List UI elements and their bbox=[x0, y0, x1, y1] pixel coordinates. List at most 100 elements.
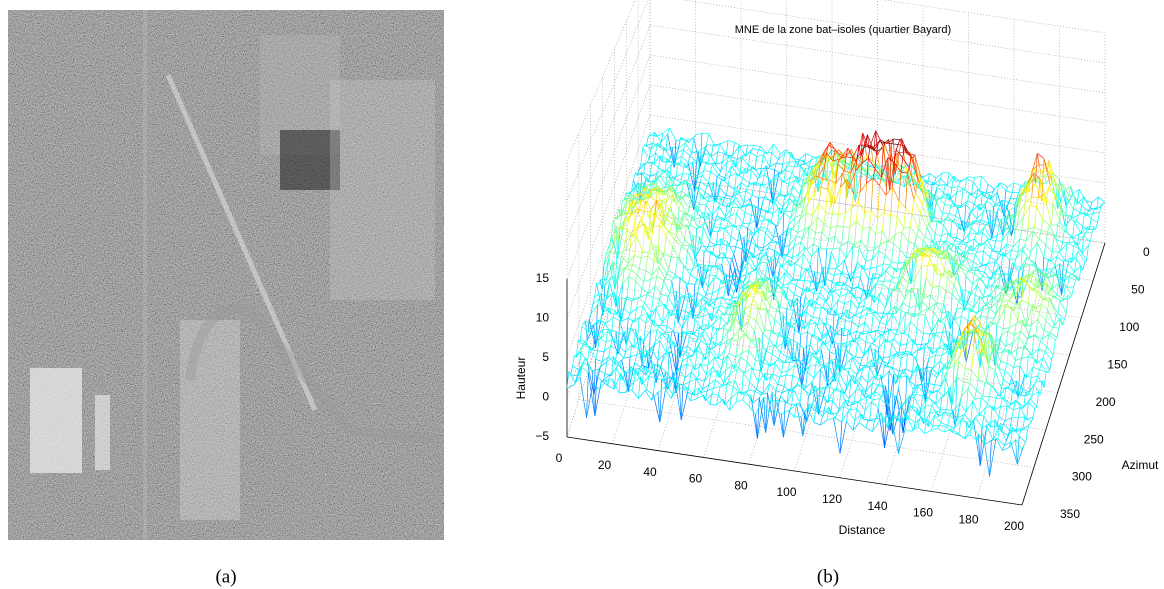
mesh-line bbox=[980, 314, 988, 319]
mesh-line bbox=[921, 333, 924, 345]
mesh-line bbox=[1091, 226, 1095, 233]
mesh-line bbox=[650, 297, 654, 313]
mesh-line bbox=[793, 199, 797, 207]
mesh-line bbox=[686, 315, 689, 333]
mesh-line bbox=[902, 176, 905, 187]
mesh-line bbox=[680, 173, 683, 183]
mesh-line bbox=[883, 195, 887, 213]
mesh-line bbox=[675, 223, 679, 236]
mesh-line bbox=[909, 226, 917, 237]
mesh-line bbox=[781, 253, 788, 256]
mesh-line bbox=[667, 296, 675, 309]
mesh-line bbox=[937, 241, 941, 252]
mesh-line bbox=[821, 330, 829, 338]
mesh-line bbox=[765, 210, 769, 214]
mesh-line bbox=[836, 214, 840, 226]
mesh-line bbox=[601, 265, 605, 291]
mesh-line bbox=[962, 232, 970, 242]
mesh-line bbox=[868, 145, 871, 159]
mesh-line bbox=[685, 250, 688, 269]
mesh-line bbox=[801, 203, 809, 216]
mesh-line bbox=[732, 275, 740, 278]
mesh-line bbox=[755, 213, 759, 221]
mesh-line bbox=[1069, 215, 1072, 219]
mesh-line bbox=[779, 332, 787, 342]
mesh-line bbox=[771, 195, 779, 203]
mesh-line bbox=[927, 366, 934, 369]
mesh-line bbox=[790, 152, 794, 159]
mesh-line bbox=[881, 312, 884, 319]
mesh-line bbox=[782, 314, 786, 350]
mesh-line bbox=[728, 279, 737, 288]
mesh-line bbox=[959, 204, 966, 209]
mesh-line bbox=[989, 249, 993, 258]
mesh-line bbox=[860, 134, 868, 157]
mesh-line bbox=[751, 252, 754, 259]
mesh-line bbox=[728, 155, 732, 158]
mesh-line bbox=[811, 243, 814, 258]
mesh-line bbox=[908, 178, 912, 186]
mesh-line bbox=[1052, 325, 1055, 328]
mesh-line bbox=[609, 236, 612, 245]
mesh-line bbox=[1055, 313, 1059, 316]
mesh-line bbox=[742, 178, 750, 184]
mesh-line bbox=[789, 197, 797, 207]
mesh-line bbox=[856, 247, 860, 263]
mesh-line bbox=[687, 183, 691, 197]
mesh-line bbox=[819, 231, 823, 249]
mesh-line bbox=[1013, 206, 1017, 221]
mesh-line bbox=[983, 243, 986, 252]
mesh-line bbox=[652, 132, 656, 144]
mesh-line bbox=[819, 157, 823, 165]
mesh-line bbox=[854, 239, 862, 246]
mesh-line bbox=[1057, 300, 1061, 314]
mesh-line bbox=[668, 178, 671, 187]
mesh-line bbox=[714, 238, 722, 246]
mesh-line bbox=[884, 212, 891, 217]
mesh-line bbox=[1024, 190, 1027, 193]
mesh-line bbox=[990, 234, 998, 240]
mesh-line bbox=[822, 178, 830, 181]
mesh-line bbox=[683, 265, 686, 269]
mesh-line bbox=[954, 315, 962, 320]
mesh-line bbox=[624, 266, 627, 269]
mesh-line bbox=[715, 196, 719, 202]
mesh-line bbox=[704, 265, 708, 273]
mesh-line bbox=[885, 338, 888, 343]
mesh-line bbox=[668, 206, 671, 210]
mesh-line bbox=[777, 207, 780, 227]
mesh-line bbox=[860, 290, 864, 298]
mesh-line bbox=[785, 206, 788, 212]
mesh-line bbox=[959, 180, 963, 183]
mesh-line bbox=[782, 153, 786, 165]
mesh-line bbox=[657, 225, 660, 264]
mesh-line bbox=[720, 279, 728, 283]
mesh-line bbox=[834, 333, 838, 336]
mesh-line bbox=[813, 322, 817, 338]
mesh-line bbox=[1065, 263, 1069, 272]
mesh-line bbox=[1007, 182, 1015, 188]
mesh-line bbox=[748, 280, 756, 285]
mesh-line bbox=[783, 335, 791, 340]
mesh-line bbox=[940, 178, 948, 186]
mesh-line bbox=[636, 170, 640, 176]
mesh-line bbox=[934, 264, 937, 274]
mesh-line bbox=[686, 194, 689, 197]
mesh-line bbox=[731, 306, 735, 320]
mesh-line bbox=[1037, 313, 1040, 320]
mesh-line bbox=[1033, 173, 1041, 180]
mesh-line bbox=[658, 155, 661, 168]
mesh-line bbox=[821, 144, 829, 159]
mesh-line bbox=[882, 147, 891, 190]
mesh-line bbox=[991, 321, 999, 325]
mesh-line bbox=[751, 252, 759, 261]
mesh-line bbox=[691, 191, 695, 210]
mesh-line bbox=[779, 229, 787, 237]
mesh-line bbox=[928, 354, 936, 359]
mesh-line bbox=[768, 330, 772, 340]
mesh-line bbox=[1041, 158, 1045, 202]
mesh-line bbox=[1050, 332, 1058, 338]
mesh-line bbox=[913, 177, 916, 184]
mesh-line bbox=[688, 225, 691, 227]
mesh-line bbox=[974, 315, 982, 322]
